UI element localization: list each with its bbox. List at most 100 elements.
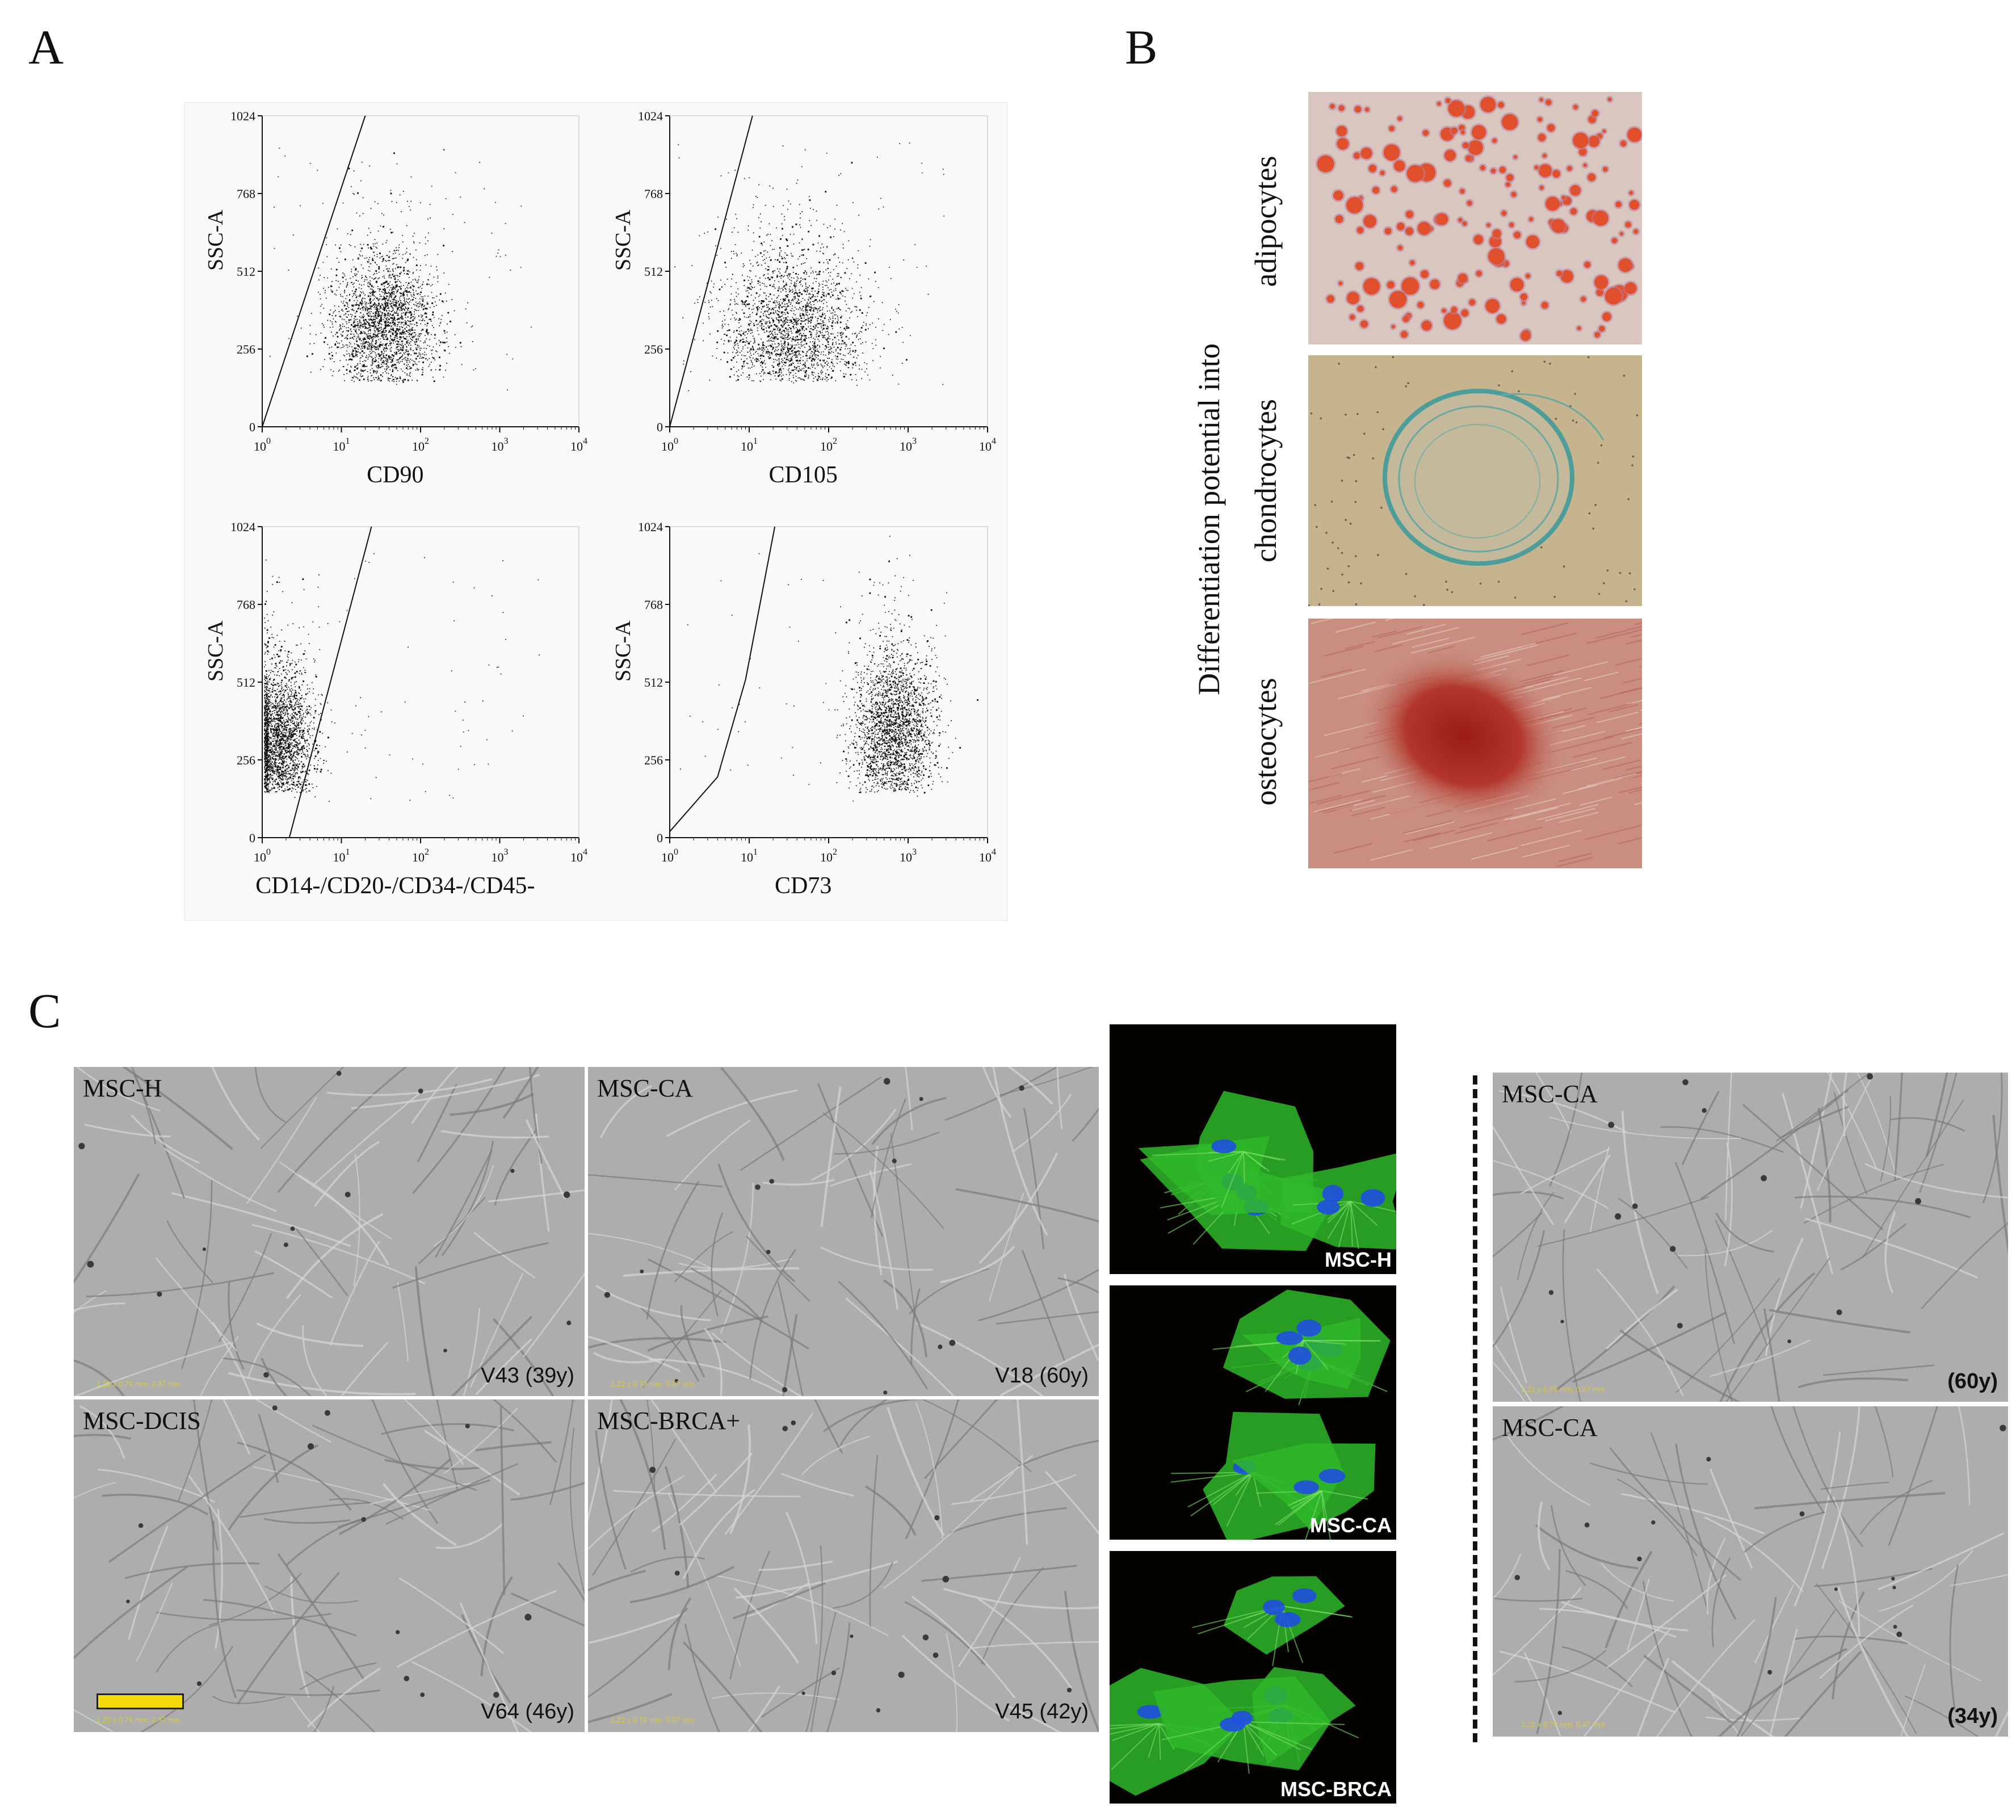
event-point <box>823 246 824 248</box>
event-point <box>768 320 770 322</box>
event-point <box>812 313 814 315</box>
event-point <box>381 334 384 336</box>
event-point <box>374 262 376 263</box>
event-point <box>828 343 829 345</box>
event-point <box>818 271 820 273</box>
event-point <box>768 308 771 310</box>
event-point <box>762 343 763 344</box>
event-point <box>764 292 766 294</box>
event-point <box>386 334 387 335</box>
event-point <box>391 357 392 359</box>
event-point <box>778 365 779 367</box>
event-point <box>795 356 796 358</box>
event-point <box>786 337 787 338</box>
event-point <box>453 310 455 312</box>
event-point <box>772 271 773 272</box>
event-point <box>339 329 341 330</box>
event-point <box>347 334 348 335</box>
event-point <box>376 335 377 337</box>
event-point <box>375 327 377 329</box>
event-point <box>385 260 387 262</box>
event-point <box>392 308 393 309</box>
event-point <box>315 334 317 335</box>
event-point <box>400 317 402 319</box>
event-point <box>351 314 353 316</box>
event-point <box>827 369 828 371</box>
event-point <box>839 361 841 363</box>
event-point <box>330 289 332 291</box>
event-point <box>784 271 786 273</box>
event-point <box>404 320 406 322</box>
event-point <box>802 351 803 353</box>
event-point <box>809 293 811 295</box>
event-point <box>385 322 387 324</box>
event-point <box>822 280 824 282</box>
event-point <box>396 335 397 337</box>
event-point <box>362 317 364 318</box>
event-point <box>367 295 369 297</box>
event-point <box>778 330 780 331</box>
event-point <box>390 302 392 304</box>
event-point <box>375 337 376 338</box>
event-point <box>388 300 389 301</box>
event-point <box>767 372 769 374</box>
event-point <box>808 318 809 320</box>
event-point <box>730 341 732 342</box>
event-point <box>776 350 778 351</box>
event-point <box>410 323 411 325</box>
event-point <box>814 324 816 326</box>
event-point <box>404 322 406 323</box>
event-point <box>356 355 358 357</box>
event-point <box>733 367 734 368</box>
event-point <box>810 341 811 343</box>
event-point <box>347 364 348 365</box>
event-point <box>808 326 809 327</box>
event-point <box>800 354 801 356</box>
event-point <box>798 331 800 333</box>
event-point <box>740 334 742 337</box>
event-point <box>812 341 813 343</box>
event-point <box>768 296 770 297</box>
event-point <box>777 338 779 340</box>
event-point <box>396 384 397 385</box>
event-point <box>812 271 813 272</box>
event-point <box>410 176 412 178</box>
event-point <box>396 362 398 363</box>
event-point <box>849 278 850 279</box>
event-point <box>808 367 809 369</box>
event-point <box>413 295 415 296</box>
event-point <box>392 263 394 265</box>
event-point <box>405 308 406 309</box>
event-point <box>839 332 842 334</box>
event-point <box>390 293 392 294</box>
event-point <box>369 333 371 334</box>
event-point <box>798 339 800 341</box>
event-point <box>849 348 851 349</box>
event-point <box>341 301 342 302</box>
event-point <box>347 305 348 307</box>
event-point <box>792 350 793 351</box>
event-point <box>790 309 791 311</box>
event-point <box>389 359 391 360</box>
event-point <box>401 313 402 314</box>
event-point <box>753 354 754 355</box>
event-point <box>280 725 282 727</box>
event-point <box>375 308 376 310</box>
event-point <box>385 281 387 283</box>
event-point <box>806 274 807 275</box>
event-point <box>784 365 786 367</box>
event-point <box>405 290 407 292</box>
event-point <box>782 338 783 339</box>
event-point <box>292 709 293 711</box>
event-point <box>726 218 727 220</box>
event-point <box>424 295 426 297</box>
event-point <box>406 354 408 355</box>
event-point <box>787 319 788 321</box>
event-point <box>807 291 808 293</box>
event-point <box>797 278 799 279</box>
event-point <box>387 268 388 270</box>
event-point <box>390 342 392 343</box>
event-point <box>331 268 332 270</box>
event-point <box>804 363 806 364</box>
